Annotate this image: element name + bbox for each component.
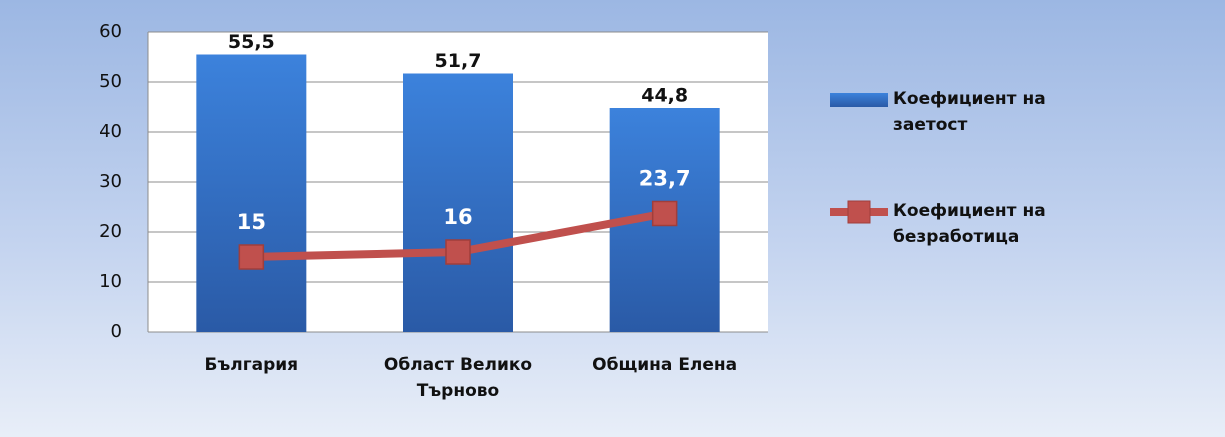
y-tick-label: 30 (99, 171, 122, 192)
y-tick-label: 60 (99, 21, 122, 42)
y-tick-label: 40 (99, 121, 122, 142)
line-marker (238, 244, 265, 270)
x-tick-label: България (204, 355, 299, 375)
line-marker (651, 200, 678, 227)
bar-value-label: 44,8 (641, 85, 688, 107)
y-tick-label: 10 (99, 271, 122, 292)
bar (196, 54, 307, 332)
bar (403, 73, 513, 332)
line-value-label: 23,7 (639, 167, 691, 191)
legend-label: Коефициент на безработица (893, 201, 1046, 247)
y-tick-label: 50 (99, 71, 122, 92)
legend-swatch (830, 93, 888, 107)
line-value-label: 15 (237, 210, 266, 234)
line-marker (445, 239, 471, 265)
line-value-label: 16 (443, 205, 472, 229)
legend-label: Коефициент на заетост (893, 89, 1046, 135)
x-tick-label: Община Елена (592, 355, 738, 375)
legend-swatch (847, 200, 871, 224)
y-tick-label: 0 (111, 321, 122, 342)
y-tick-label: 20 (99, 221, 122, 242)
x-tick-label: Област Велико Търново (383, 355, 533, 401)
bar-value-label: 55,5 (228, 31, 275, 53)
bar-value-label: 51,7 (435, 50, 482, 72)
